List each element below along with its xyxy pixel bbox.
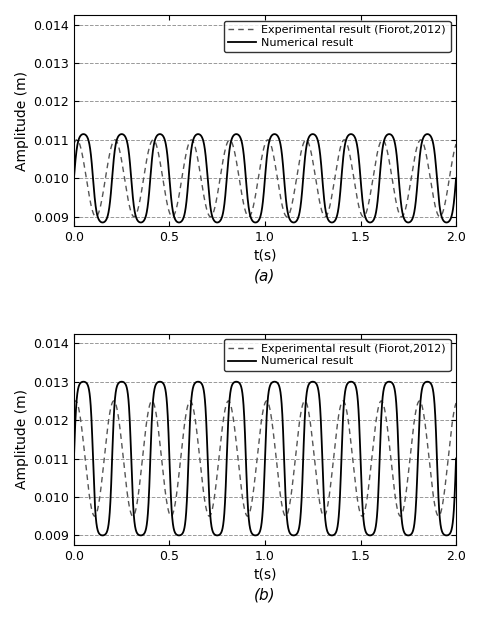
Experimental result (Fiorot,2012)	[452, 140, 458, 148]
Experimental result (Fiorot,2012)	[348, 161, 354, 168]
Numerical result	[234, 131, 240, 138]
Experimental result (Fiorot,2012)	[348, 446, 354, 454]
Experimental result (Fiorot,2012)	[252, 191, 258, 199]
Experimental result (Fiorot,2012)	[421, 147, 427, 154]
Experimental result (Fiorot,2012)	[71, 140, 77, 148]
Experimental result (Fiorot,2012)	[436, 213, 442, 221]
Numerical result	[234, 378, 240, 386]
Line: Experimental result (Fiorot,2012): Experimental result (Fiorot,2012)	[74, 401, 455, 516]
Legend: Experimental result (Fiorot,2012), Numerical result: Experimental result (Fiorot,2012), Numer…	[223, 339, 450, 371]
Numerical result	[81, 378, 86, 386]
Experimental result (Fiorot,2012)	[441, 202, 446, 209]
Experimental result (Fiorot,2012)	[422, 423, 428, 431]
Experimental result (Fiorot,2012)	[149, 397, 155, 404]
Experimental result (Fiorot,2012)	[74, 136, 80, 144]
Numerical result	[421, 379, 427, 386]
Experimental result (Fiorot,2012)	[231, 425, 237, 432]
Y-axis label: Amplitude (m): Amplitude (m)	[15, 71, 29, 171]
Experimental result (Fiorot,2012)	[452, 399, 458, 407]
X-axis label: t(s): t(s)	[252, 248, 276, 262]
Numerical result	[443, 219, 448, 226]
Numerical result	[348, 378, 354, 386]
Experimental result (Fiorot,2012)	[234, 452, 240, 460]
Experimental result (Fiorot,2012)	[168, 512, 174, 520]
Numerical result	[252, 219, 258, 226]
Numerical result	[421, 131, 427, 139]
Numerical result	[231, 131, 237, 138]
Line: Numerical result: Numerical result	[74, 382, 455, 536]
Y-axis label: Amplitude (m): Amplitude (m)	[15, 389, 29, 489]
Experimental result (Fiorot,2012)	[441, 488, 446, 495]
Numerical result	[441, 531, 446, 539]
Numerical result	[441, 218, 446, 226]
Numerical result	[452, 174, 458, 182]
Line: Numerical result: Numerical result	[74, 134, 455, 222]
Legend: Experimental result (Fiorot,2012), Numerical result: Experimental result (Fiorot,2012), Numer…	[223, 21, 450, 52]
Numerical result	[252, 532, 258, 539]
Experimental result (Fiorot,2012)	[252, 468, 258, 476]
Text: (a): (a)	[254, 269, 275, 284]
Experimental result (Fiorot,2012)	[71, 399, 77, 407]
Line: Experimental result (Fiorot,2012): Experimental result (Fiorot,2012)	[74, 140, 455, 217]
Numerical result	[71, 455, 77, 462]
Numerical result	[231, 378, 237, 386]
Numerical result	[443, 532, 448, 539]
Numerical result	[71, 174, 77, 182]
Text: (b): (b)	[253, 588, 275, 602]
Numerical result	[348, 131, 354, 138]
Numerical result	[452, 455, 458, 462]
X-axis label: t(s): t(s)	[252, 567, 276, 581]
Experimental result (Fiorot,2012)	[231, 148, 237, 156]
Experimental result (Fiorot,2012)	[234, 164, 240, 172]
Numerical result	[81, 131, 86, 138]
